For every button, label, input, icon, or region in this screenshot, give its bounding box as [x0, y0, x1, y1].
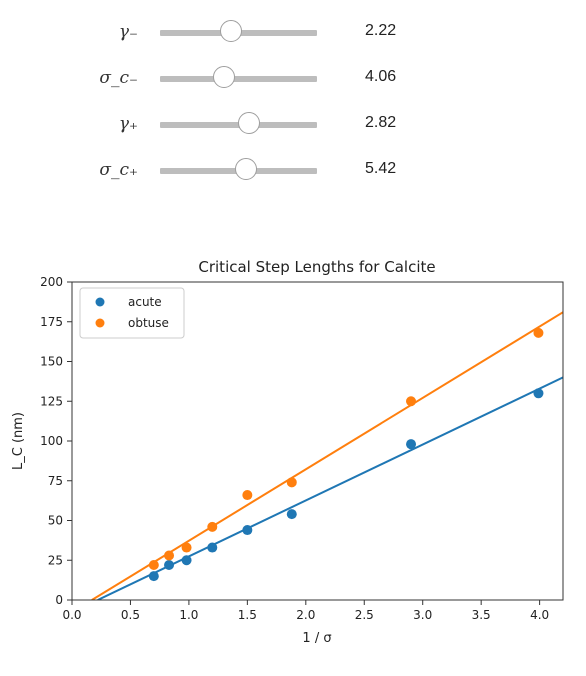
- slider-value: 2.82: [365, 114, 396, 132]
- plot-area: [92, 312, 563, 600]
- x-tick-label: 2.5: [355, 608, 374, 622]
- slider-label: σ_c₋: [58, 68, 138, 88]
- y-tick-label: 25: [48, 553, 63, 567]
- data-point-obtuse: [533, 328, 543, 338]
- y-tick-label: 0: [55, 593, 63, 607]
- slider-gamma-minus: γ₋ 2.22: [0, 10, 586, 56]
- slider-thumb[interactable]: [213, 66, 235, 88]
- x-axis-title: 1 / σ: [302, 631, 331, 646]
- slider-thumb[interactable]: [220, 20, 242, 42]
- data-point-acute: [207, 543, 217, 553]
- data-point-acute: [149, 571, 159, 581]
- data-point-obtuse: [182, 543, 192, 553]
- scatter-chart: Critical Step Lengths for Calcite 0.0 0.5…: [0, 248, 586, 668]
- x-axis: 0.0 0.5 1.0 1.5 2.0 2.5 3.0 3.5 4.0: [62, 600, 549, 622]
- slider-thumb[interactable]: [235, 158, 257, 180]
- fit-line-obtuse: [92, 312, 563, 600]
- data-point-acute: [242, 525, 252, 535]
- x-tick-label: 0.5: [121, 608, 140, 622]
- slider-value: 5.42: [365, 160, 396, 178]
- slider-sigma-c-minus: σ_c₋ 4.06: [0, 56, 586, 102]
- data-point-obtuse: [149, 560, 159, 570]
- x-tick-label: 1.0: [179, 608, 198, 622]
- legend-marker-obtuse: [96, 319, 105, 328]
- y-tick-label: 125: [40, 394, 63, 408]
- legend-marker-acute: [96, 298, 105, 307]
- slider-value: 2.22: [365, 22, 396, 40]
- slider-sigma-c-plus: σ_c₊ 5.42: [0, 148, 586, 194]
- legend-label-obtuse: obtuse: [128, 316, 169, 330]
- x-tick-label: 0.0: [62, 608, 81, 622]
- y-tick-label: 175: [40, 315, 63, 329]
- slider-label: σ_c₊: [58, 160, 138, 180]
- chart-title: Critical Step Lengths for Calcite: [198, 258, 435, 276]
- y-tick-label: 50: [48, 514, 63, 528]
- data-point-acute: [533, 388, 543, 398]
- y-tick-label: 150: [40, 355, 63, 369]
- plot-content: [92, 312, 563, 600]
- data-point-acute: [164, 560, 174, 570]
- y-axis-title-text: L_C (nm): [11, 412, 26, 470]
- data-point-obtuse: [207, 522, 217, 532]
- x-tick-label: 2.0: [296, 608, 315, 622]
- data-point-acute: [182, 555, 192, 565]
- x-tick-label: 1.5: [238, 608, 257, 622]
- y-axis-title: L_C (nm): [11, 412, 26, 470]
- y-tick-label: 200: [40, 275, 63, 289]
- y-axis: 0 25 50 75 100 125 150 175 200: [40, 275, 72, 607]
- slider-gamma-plus: γ₊ 2.82: [0, 102, 586, 148]
- data-point-obtuse: [406, 396, 416, 406]
- y-tick-label: 75: [48, 474, 63, 488]
- data-point-obtuse: [242, 490, 252, 500]
- legend: acute obtuse: [80, 288, 184, 338]
- data-point-acute: [406, 439, 416, 449]
- x-tick-label: 4.0: [530, 608, 549, 622]
- data-point-obtuse: [164, 550, 174, 560]
- slider-thumb[interactable]: [238, 112, 260, 134]
- x-tick-label: 3.0: [413, 608, 432, 622]
- slider-label: γ₊: [58, 114, 138, 134]
- x-tick-label: 3.5: [472, 608, 491, 622]
- slider-track[interactable]: [160, 76, 317, 82]
- legend-label-acute: acute: [128, 295, 162, 309]
- data-point-obtuse: [287, 477, 297, 487]
- slider-label: γ₋: [58, 22, 138, 42]
- data-point-acute: [287, 509, 297, 519]
- slider-value: 4.06: [365, 68, 396, 86]
- y-tick-label: 100: [40, 434, 63, 448]
